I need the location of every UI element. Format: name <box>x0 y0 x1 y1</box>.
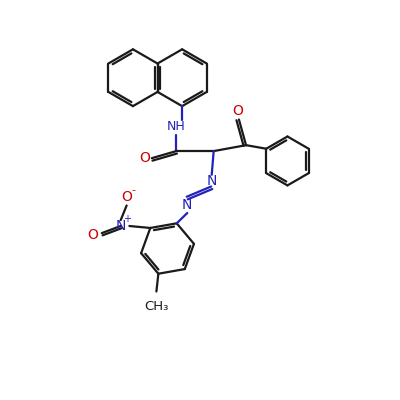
Text: O: O <box>139 151 150 165</box>
Text: O: O <box>121 190 132 204</box>
Text: NH: NH <box>167 120 186 133</box>
Text: O: O <box>233 104 244 118</box>
Text: -: - <box>132 186 136 196</box>
Text: N: N <box>116 219 126 233</box>
Text: CH₃: CH₃ <box>144 300 168 313</box>
Text: N: N <box>206 174 217 188</box>
Text: N: N <box>182 198 192 212</box>
Text: O: O <box>88 228 98 242</box>
Text: +: + <box>123 214 131 224</box>
